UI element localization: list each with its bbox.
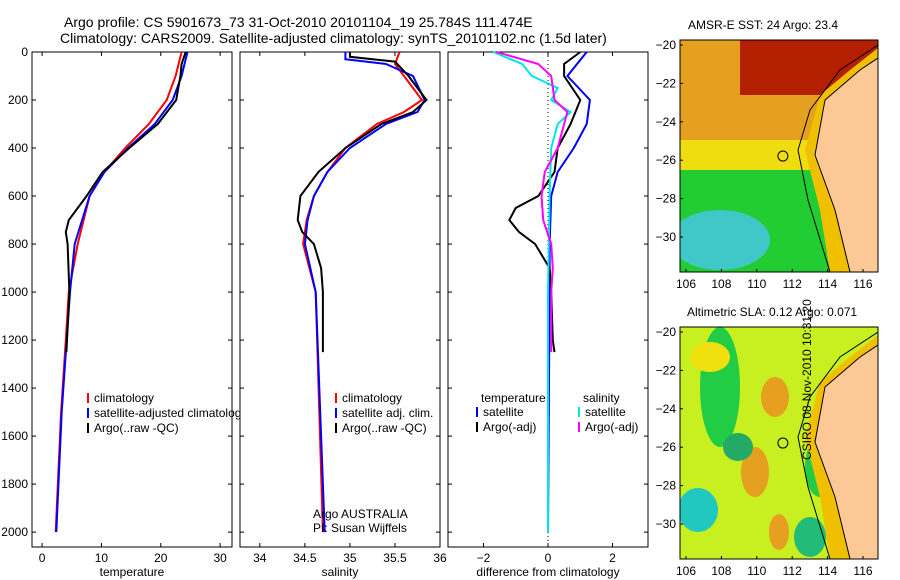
sla-anomaly-blob: [690, 342, 730, 372]
panel-temperature-frame: [31, 51, 233, 548]
series-line-salinity-argo-adj-: [496, 51, 569, 353]
series-line-argo-raw-qc-: [296, 52, 428, 353]
x-tick-label: 34.5: [293, 551, 317, 565]
x-axis-label-temperature: temperature: [100, 565, 165, 579]
legend-label-2: Argo(..raw -QC): [94, 421, 179, 435]
lon-tick-label: 110: [747, 277, 766, 291]
x-tick-label: 30: [213, 551, 227, 565]
land-australia: [814, 344, 878, 559]
sst-cool-area: [680, 210, 770, 270]
y-tick-label: 200: [8, 93, 28, 107]
legend-header-salinity: salinity: [583, 391, 620, 405]
sla-anomaly-blob: [769, 514, 789, 550]
series-line-satellite-adj-clim-: [303, 52, 426, 533]
lat-tick-label: −22: [656, 363, 677, 377]
legend-label-2: Argo(..raw -QC): [342, 421, 427, 435]
lon-tick-label: 108: [711, 564, 731, 578]
lon-tick-label: 116: [853, 564, 872, 578]
lat-tick-label: −28: [656, 192, 677, 206]
y-tick-label: 1000: [1, 285, 28, 299]
y-tick-label: 1200: [1, 333, 28, 347]
x-axis-label-salinity: salinity: [322, 565, 359, 579]
y-tick-label: 1800: [1, 477, 28, 491]
legend-label-1: satellite adj. clim.: [342, 406, 433, 420]
annotation-pi: PI: Susan Wijffels: [313, 521, 407, 535]
figure-title-line2: Climatology: CARS2009. Satellite-adjuste…: [60, 30, 607, 46]
lat-tick-label: −20: [656, 325, 677, 339]
lat-tick-label: −22: [656, 76, 677, 90]
argo-position-marker: [777, 437, 789, 449]
y-tick-label: 1600: [1, 429, 28, 443]
x-tick-label: −2: [477, 551, 491, 565]
legend-label-2: satellite: [585, 405, 626, 419]
lon-tick-label: 112: [783, 564, 802, 578]
legend-label-1: Argo(-adj): [483, 420, 536, 434]
timestamp-stamp: CSIRO 08-Nov-2010 10:31:20: [800, 299, 814, 460]
x-tick-label: 0: [39, 551, 46, 565]
legend-label-0: climatology: [342, 391, 402, 405]
series-line-argo-raw-qc-: [64, 51, 187, 353]
lon-tick-label: 116: [853, 277, 872, 291]
lon-tick-label: 114: [818, 277, 837, 291]
series-line-salinity-satellite: [492, 51, 573, 533]
legend-label-0: satellite: [483, 405, 524, 419]
sla-anomaly-blob: [723, 433, 753, 461]
sla-anomaly-blob: [741, 447, 769, 497]
lat-tick-label: −24: [656, 115, 677, 129]
y-tick-label: 600: [8, 189, 28, 203]
lat-tick-label: −30: [656, 230, 677, 244]
x-tick-label: 20: [154, 551, 168, 565]
sla-anomaly-blob: [680, 488, 718, 532]
x-tick-label: 36: [433, 551, 447, 565]
map-field: [680, 40, 878, 272]
lat-tick-label: −26: [656, 440, 677, 454]
y-tick-label: 800: [8, 237, 28, 251]
map-frame: [679, 39, 879, 273]
sla-map-title: Altimetric SLA: 0.12 Argo: 0.071: [687, 305, 858, 319]
lon-tick-label: 114: [818, 564, 837, 578]
x-tick-label: 0: [545, 551, 552, 565]
isobath-contour: [797, 331, 878, 559]
x-tick-label: 35: [343, 551, 357, 565]
sst-map-title: AMSR-E SST: 24 Argo: 23.4: [688, 18, 839, 32]
y-tick-label: 1400: [1, 381, 28, 395]
lon-tick-label: 106: [676, 277, 696, 291]
argo-position-marker: [777, 150, 789, 162]
lat-tick-label: −26: [656, 153, 677, 167]
y-tick-label: 0: [21, 45, 28, 59]
sla-anomaly-blob: [761, 377, 789, 417]
x-tick-label: 34: [253, 551, 267, 565]
annotation-argo-australia: Argo AUSTRALIA: [313, 507, 408, 521]
lon-tick-label: 110: [747, 564, 766, 578]
legend-label-3: Argo(-adj): [585, 420, 638, 434]
legend-header-temperature: temperature: [481, 391, 546, 405]
x-tick-label: 10: [95, 551, 109, 565]
legend-label-1: satellite-adjusted climatology: [94, 406, 247, 420]
map-sla: [679, 326, 879, 560]
map-frame: [679, 326, 879, 560]
x-tick-label: 35.5: [383, 551, 407, 565]
panel-salinity-frame: [239, 51, 441, 548]
lat-tick-label: −24: [656, 402, 677, 416]
lon-tick-label: 106: [676, 564, 696, 578]
legend-label-0: climatology: [94, 391, 154, 405]
figure-title-line1: Argo profile: CS 5901673_73 31-Oct-2010 …: [64, 14, 533, 30]
lat-tick-label: −28: [656, 479, 677, 493]
sla-anomaly-blob: [794, 517, 826, 557]
isobath-contour: [797, 44, 878, 272]
map-field: [680, 327, 878, 559]
map-sst: [679, 39, 879, 273]
lat-tick-label: −30: [656, 517, 677, 531]
land-australia: [814, 57, 878, 272]
lon-tick-label: 108: [711, 277, 731, 291]
series-line-temperature-argo-adj-: [508, 51, 582, 353]
lon-tick-label: 112: [783, 277, 802, 291]
x-tick-label: 2: [609, 551, 616, 565]
y-tick-label: 2000: [1, 525, 28, 539]
lat-tick-label: −20: [656, 38, 677, 52]
y-tick-label: 400: [8, 141, 28, 155]
x-axis-label-difference: difference from climatology: [476, 565, 619, 579]
